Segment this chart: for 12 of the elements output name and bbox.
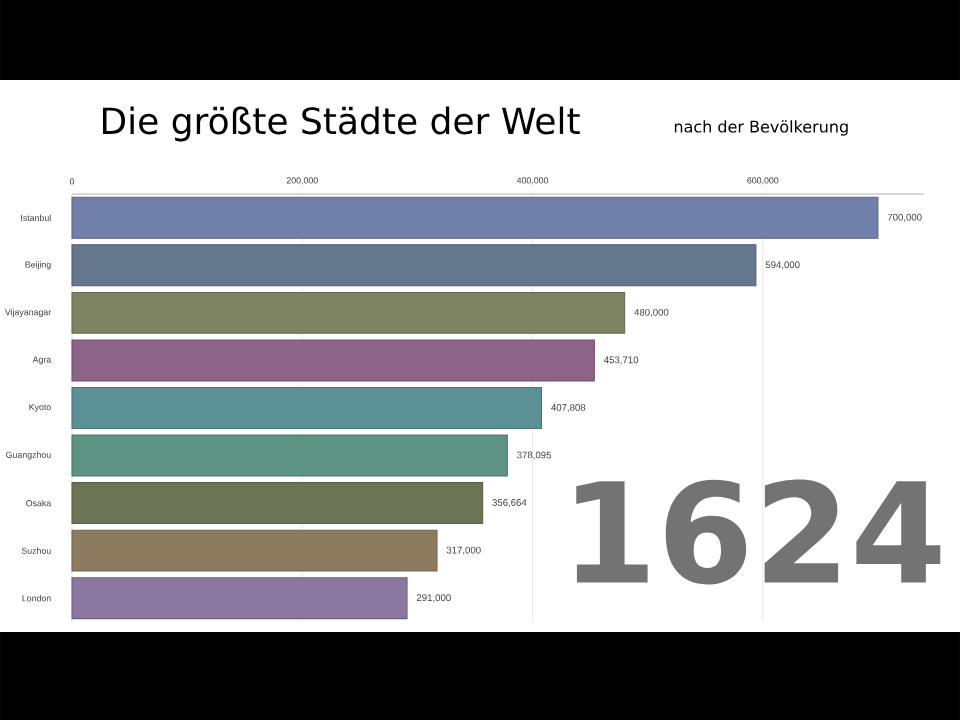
bar xyxy=(71,482,484,525)
bar xyxy=(71,387,543,429)
bar xyxy=(71,291,626,334)
chart-subtitle: nach der Bevölkerung xyxy=(674,120,848,136)
bar xyxy=(71,339,595,382)
chart-title: Die größte Städte der Welt xyxy=(102,106,580,142)
bar xyxy=(71,244,757,287)
bar xyxy=(71,434,508,477)
bar xyxy=(71,577,408,620)
bar xyxy=(71,529,438,572)
annotation: 1624 xyxy=(576,479,941,585)
bar xyxy=(71,196,879,239)
